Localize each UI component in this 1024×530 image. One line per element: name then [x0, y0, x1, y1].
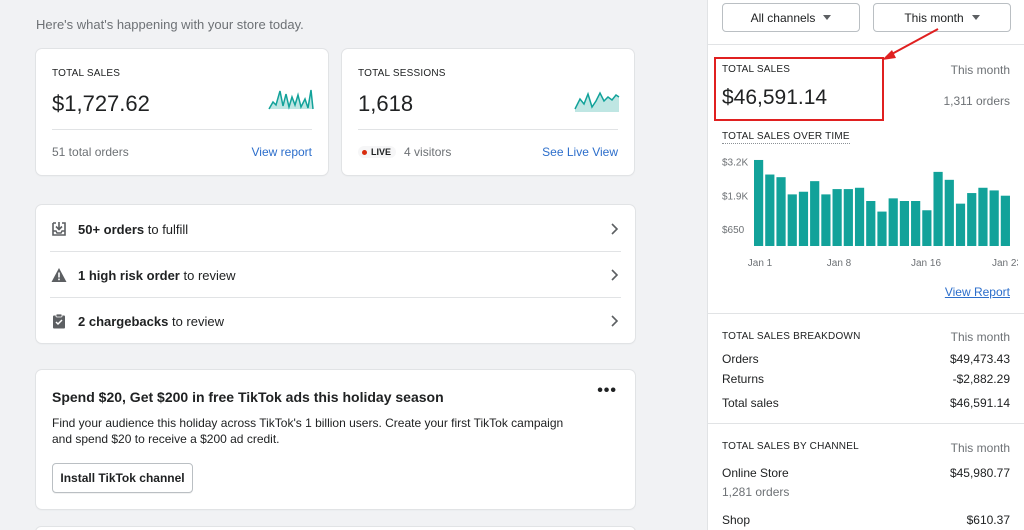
chart-bar [866, 201, 876, 246]
period-dropdown[interactable]: This month [873, 3, 1011, 32]
by-channel-period: This month [950, 441, 1010, 455]
chart-bar [787, 194, 797, 246]
y-tick-label: $3.2K [722, 157, 748, 168]
see-live-view-link[interactable]: See Live View [542, 145, 618, 159]
total-sales-highlight-box [714, 57, 884, 121]
panel-total-orders: 1,311 orders [943, 94, 1011, 108]
total-sales-label: TOTAL SALES [52, 68, 121, 79]
total-sessions-value: 1,618 [358, 91, 414, 116]
sessions-sparkline [574, 91, 620, 112]
sales-over-time-chart: $3.2K $1.9K $650 Jan 1 Jan 8 Jan 16 Jan 23 [722, 157, 1018, 269]
chevron-right-icon [611, 269, 619, 281]
annotation-arrow-icon [882, 28, 939, 60]
chart-bar [933, 171, 943, 246]
tasks-card: 50+ orders to fulfill 1 high risk order … [36, 205, 635, 343]
live-badge: LIVE [358, 146, 397, 158]
clipboard-icon [50, 312, 68, 330]
chart-bar [854, 187, 865, 246]
analytics-panel: All channels This month TOTAL SALES This… [707, 0, 1024, 530]
chart-bar [899, 201, 910, 246]
total-sessions-label: TOTAL SESSIONS [358, 68, 446, 79]
panel-total-sales-label: TOTAL SALES [722, 64, 791, 75]
more-actions-icon[interactable]: ••• [597, 382, 617, 399]
install-tiktok-button[interactable]: Install TikTok channel [52, 463, 193, 493]
breakdown-row-value: $46,591.14 [949, 396, 1010, 410]
breakdown-row-name: Total sales [722, 396, 779, 410]
breakdown-label: TOTAL SALES BREAKDOWN [722, 331, 861, 342]
y-tick-label: $650 [722, 225, 745, 236]
total-sales-card: TOTAL SALES $1,727.62 51 total orders Vi… [36, 49, 328, 175]
total-sales-value: $1,727.62 [52, 91, 150, 116]
tiktok-promo-card: Spend $20, Get $200 in free TikTok ads t… [36, 370, 635, 509]
task-label: 2 chargebacks to review [78, 313, 224, 329]
breakdown-row-value: -$2,882.29 [952, 372, 1010, 386]
chart-bar [843, 189, 853, 246]
chart-bar [911, 201, 921, 246]
chart-bar [776, 177, 786, 246]
promo-description: Find your audience this holiday across T… [52, 416, 564, 446]
breakdown-row-name: Orders [722, 352, 759, 366]
channel-shop-value: $610.37 [966, 513, 1010, 527]
visitors-row: LIVE 4 visitors [358, 145, 451, 159]
task-high-risk-order[interactable]: 1 high risk order to review [36, 252, 635, 298]
x-tick-label: Jan 8 [827, 258, 852, 269]
chart-bar [955, 203, 966, 246]
chart-bar [810, 181, 820, 246]
chart-bar [978, 187, 988, 246]
y-tick-label: $1.9K [722, 192, 748, 203]
task-fulfill-orders[interactable]: 50+ orders to fulfill [36, 206, 635, 252]
sales-sparkline [268, 89, 314, 110]
chart-bar [1000, 195, 1010, 246]
x-tick-label: Jan 16 [911, 258, 941, 269]
chevron-right-icon [611, 223, 619, 235]
channel-online-store-orders: 1,281 orders [722, 485, 790, 499]
channel-online-store-value: $45,980.77 [949, 466, 1010, 480]
chart-bar [888, 198, 898, 246]
download-box-icon [50, 220, 68, 238]
by-channel-label: TOTAL SALES BY CHANNEL [722, 441, 859, 452]
channel-online-store: Online Store [722, 466, 789, 480]
next-card-peek [36, 527, 635, 530]
chart-bar [798, 191, 809, 246]
chevron-right-icon [611, 315, 619, 327]
total-sessions-card: TOTAL SESSIONS 1,618 LIVE 4 visitors See… [342, 49, 634, 175]
caret-down-icon [823, 15, 832, 20]
chart-bar [967, 193, 977, 246]
task-label: 50+ orders to fulfill [78, 221, 189, 237]
greeting-text: Here's what's happening with your store … [36, 17, 304, 32]
view-report-link[interactable]: View report [251, 145, 312, 159]
chart-bar [832, 189, 842, 246]
chart-bar [989, 190, 999, 246]
breakdown-row-name: Returns [722, 372, 765, 386]
chart-bar [765, 174, 775, 246]
total-orders-text: 51 total orders [52, 145, 129, 159]
warning-icon [50, 266, 68, 284]
chart-bar [944, 179, 954, 246]
promo-title: Spend $20, Get $200 in free TikTok ads t… [52, 389, 444, 405]
visitors-text: 4 visitors [404, 145, 452, 159]
x-tick-label: Jan 1 [748, 258, 773, 269]
chart-bar [877, 211, 887, 246]
chart-bar [754, 159, 764, 246]
sales-over-time-label: TOTAL SALES OVER TIME [722, 131, 850, 144]
channels-dropdown[interactable]: All channels [722, 3, 860, 32]
task-chargebacks[interactable]: 2 chargebacks to review [36, 298, 635, 344]
x-tick-label: Jan 23 [992, 258, 1018, 269]
total-sales-period: This month [950, 63, 1010, 77]
channel-shop: Shop [722, 513, 751, 527]
breakdown-period: This month [950, 330, 1010, 344]
chart-bar [821, 194, 831, 246]
task-label: 1 high risk order to review [78, 267, 236, 283]
panel-total-sales-value: $46,591.14 [722, 86, 828, 109]
view-report-link[interactable]: View Report [944, 285, 1010, 299]
chart-bar [922, 210, 932, 246]
caret-down-icon [971, 15, 980, 20]
breakdown-row-value: $49,473.43 [949, 352, 1010, 366]
